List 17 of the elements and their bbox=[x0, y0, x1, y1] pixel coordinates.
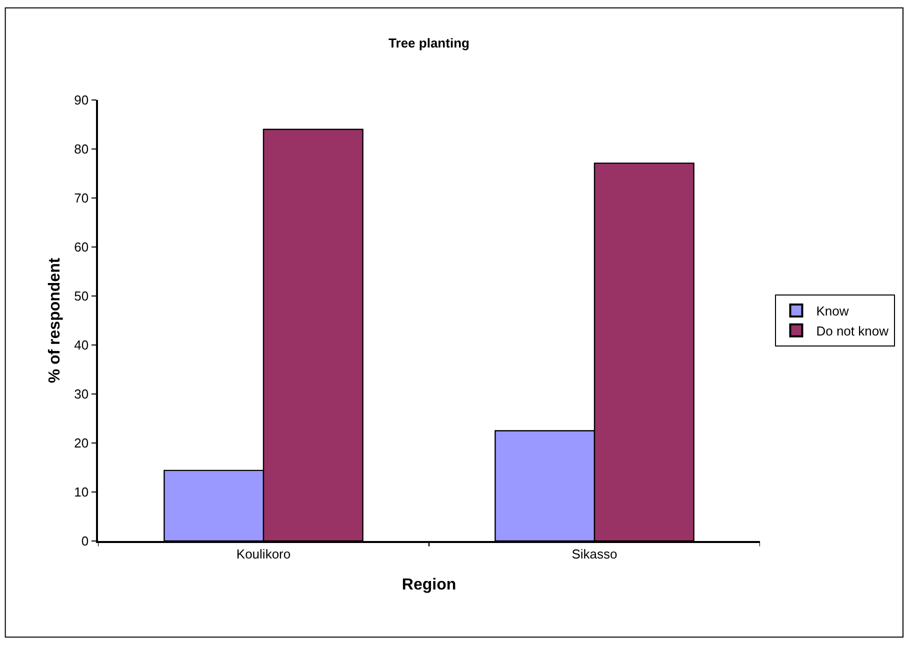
y-tick-label: 80 bbox=[74, 142, 89, 157]
y-tick-label: 30 bbox=[74, 386, 89, 402]
legend-label: Do not know bbox=[816, 323, 890, 338]
y-tick-label: 60 bbox=[74, 240, 89, 255]
y-tick-label: 70 bbox=[74, 190, 89, 206]
legend-label: Know bbox=[816, 304, 850, 319]
x-axis-title: Region bbox=[402, 576, 456, 594]
y-tick-label: 40 bbox=[74, 338, 89, 353]
chart-title: Tree planting bbox=[388, 35, 470, 50]
y-tick-label: 0 bbox=[81, 534, 89, 549]
x-tick-label: Koulikoro bbox=[236, 546, 291, 562]
y-axis-title: % of respondent bbox=[46, 257, 64, 384]
y-tick-label: 10 bbox=[74, 484, 89, 500]
x-tick-label: Sikasso bbox=[572, 546, 618, 562]
y-tick-label: 20 bbox=[74, 436, 89, 451]
y-tick-label: 50 bbox=[74, 288, 89, 304]
y-tick-label: 90 bbox=[74, 92, 89, 108]
